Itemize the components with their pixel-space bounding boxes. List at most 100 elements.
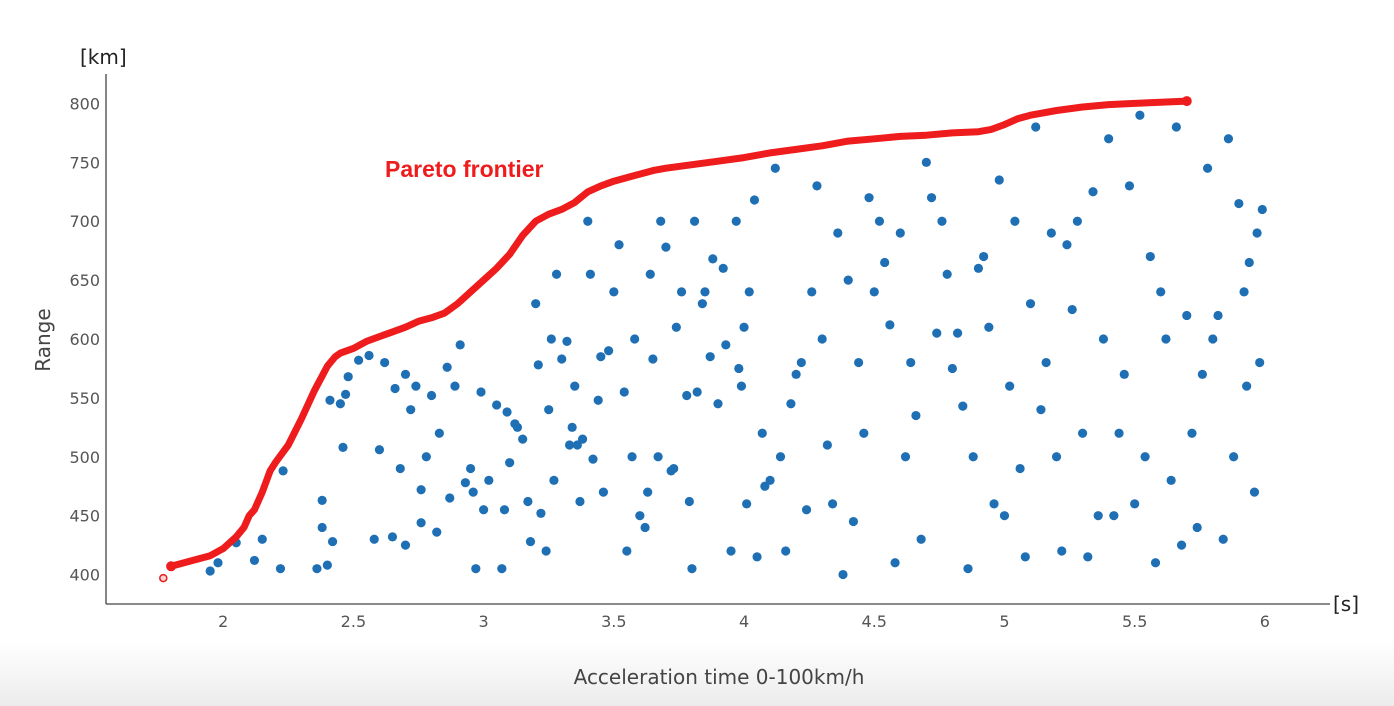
data-point (369, 534, 379, 544)
data-point (1036, 405, 1046, 415)
data-point (533, 360, 543, 370)
data-point (645, 269, 655, 279)
data-point (205, 566, 215, 576)
x-tick-label: 2.5 (341, 612, 366, 631)
data-point (1257, 204, 1267, 215)
data-point (721, 340, 731, 350)
data-point (577, 434, 588, 444)
data-point (492, 400, 502, 410)
y-tick-label: 400 (69, 566, 100, 585)
data-point (1020, 552, 1030, 562)
data-point (656, 216, 666, 226)
data-point (942, 269, 952, 279)
x-tick-label: 4.5 (862, 612, 887, 631)
labels: [km] [s] Range Pareto frontier (31, 45, 1359, 616)
x-tick-label: 5.5 (1122, 612, 1147, 631)
data-point (817, 334, 827, 344)
data-point (445, 493, 455, 503)
data-point (531, 299, 541, 309)
data-point (1255, 357, 1265, 368)
data-point (1145, 251, 1155, 262)
data-point (338, 442, 348, 452)
y-tick-label: 750 (69, 153, 100, 172)
data-point (736, 381, 747, 391)
data-point (421, 452, 431, 462)
data-point (1249, 487, 1260, 497)
data-point (317, 495, 327, 505)
data-point (973, 263, 984, 273)
data-point (661, 242, 671, 252)
data-point (653, 452, 663, 462)
data-point (697, 299, 707, 309)
data-point (1015, 463, 1025, 474)
data-point (684, 496, 694, 507)
origin-marker (159, 573, 168, 583)
data-point (713, 399, 723, 409)
data-point (744, 287, 754, 297)
data-point (726, 546, 736, 556)
data-point (812, 181, 822, 191)
data-point (627, 452, 637, 462)
data-point (549, 475, 559, 485)
data-point (958, 401, 968, 411)
data-point (1041, 357, 1051, 368)
data-point (213, 558, 223, 568)
data-point (551, 269, 562, 279)
data-point (921, 157, 931, 167)
data-point (1203, 163, 1213, 173)
data-point (1072, 216, 1082, 226)
data-point (416, 485, 426, 495)
data-point (536, 508, 546, 518)
data-point (354, 355, 364, 365)
data-points (205, 110, 1267, 580)
data-point (682, 390, 692, 401)
data-point (442, 362, 452, 372)
data-point (455, 340, 465, 350)
data-point (1010, 216, 1020, 226)
data-point (432, 527, 442, 537)
data-point (822, 440, 832, 450)
y-tick-label: 700 (69, 212, 100, 231)
data-point (335, 399, 345, 409)
y-tick-label: 800 (69, 94, 100, 113)
data-point (465, 463, 476, 474)
data-point (880, 257, 890, 268)
data-point (994, 175, 1004, 185)
data-point (505, 458, 515, 468)
data-point (598, 487, 609, 497)
data-point (687, 564, 697, 574)
data-point (1057, 546, 1067, 556)
data-point (400, 369, 411, 379)
data-point (1031, 122, 1041, 132)
data-point (1192, 522, 1202, 533)
data-point (937, 216, 947, 226)
x-tick-label: 2 (218, 612, 228, 631)
frontier-endpoint (1181, 96, 1192, 107)
data-point (1150, 558, 1161, 568)
data-point (544, 405, 554, 415)
data-point (775, 452, 786, 462)
data-point (1140, 452, 1150, 462)
data-point (1239, 287, 1249, 297)
data-point (1156, 287, 1166, 297)
data-point (596, 352, 606, 362)
data-point (1046, 228, 1056, 238)
x-unit-label: [s] (1333, 592, 1359, 616)
data-point (476, 387, 486, 397)
data-point (257, 534, 267, 544)
data-point (689, 216, 700, 226)
data-point (619, 387, 629, 397)
data-point (502, 407, 512, 417)
axes (105, 74, 1330, 605)
data-point (869, 287, 879, 297)
data-point (1109, 511, 1119, 521)
data-point (734, 363, 744, 374)
data-point (312, 564, 322, 574)
data-point (400, 540, 411, 550)
y-tick-label: 450 (69, 507, 100, 526)
data-point (525, 536, 536, 547)
data-point (1104, 134, 1114, 144)
data-point (557, 354, 567, 364)
data-point (546, 334, 556, 344)
